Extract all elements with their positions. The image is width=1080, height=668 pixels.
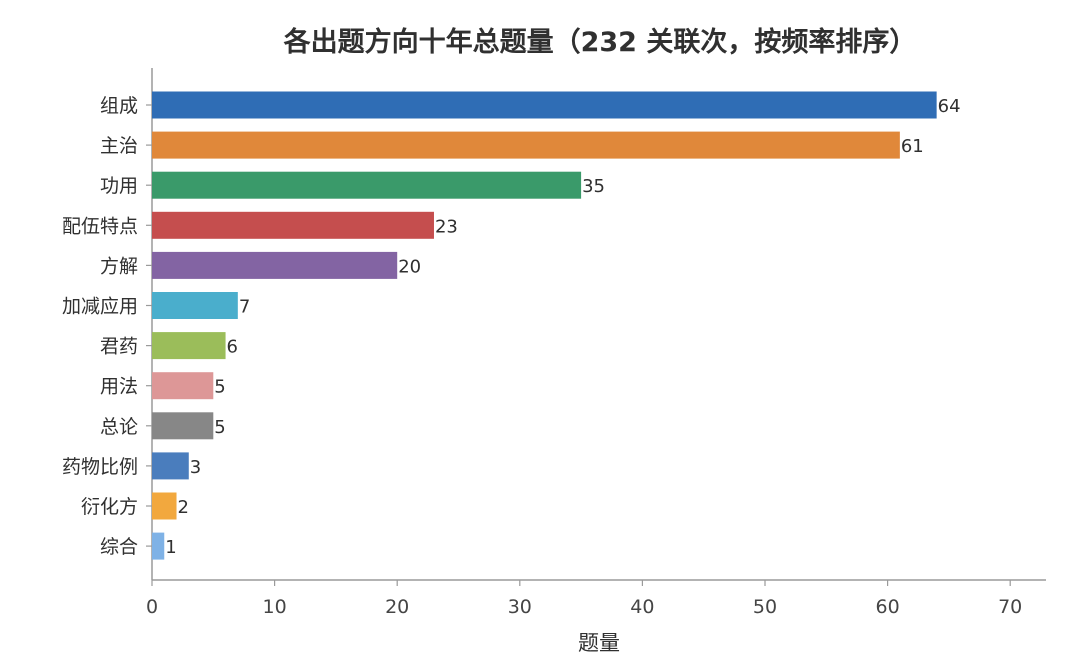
bar-1: [152, 131, 900, 159]
value-label: 35: [582, 176, 605, 197]
x-tick-label: 50: [753, 596, 777, 618]
bar-3: [152, 211, 434, 239]
x-tick-label: 70: [998, 596, 1022, 618]
category-label: 方解: [100, 255, 138, 277]
value-label: 3: [190, 457, 201, 478]
bar-10: [152, 492, 177, 520]
category-label: 主治: [100, 135, 138, 157]
bar-0: [152, 91, 937, 119]
bars-layer: [152, 91, 937, 560]
ticks-layer: 0 10 20 30 40 50 60 70: [146, 104, 1022, 618]
bar-6: [152, 332, 226, 360]
value-label: 20: [398, 256, 421, 277]
category-label: 功用: [100, 175, 138, 197]
value-label: 1: [165, 537, 176, 558]
value-label: 7: [239, 297, 250, 318]
category-label: 药物比例: [62, 456, 138, 478]
x-tick-label: 60: [876, 596, 900, 618]
value-label: 5: [214, 377, 225, 398]
x-tick-label: 30: [508, 596, 532, 618]
x-tick-label: 10: [263, 596, 287, 618]
value-label: 6: [227, 337, 238, 358]
value-label: 5: [214, 417, 225, 438]
category-label: 君药: [100, 336, 138, 358]
bar-4: [152, 251, 398, 279]
bar-5: [152, 292, 238, 319]
bar-9: [152, 452, 189, 480]
category-label: 配伍特点: [62, 215, 138, 237]
bar-7: [152, 372, 214, 400]
bar-8: [152, 412, 214, 440]
x-tick-label: 40: [630, 596, 654, 618]
category-label: 加减应用: [62, 296, 138, 318]
category-label: 总论: [100, 416, 138, 438]
x-tick-label: 20: [385, 596, 409, 618]
value-label: 61: [901, 136, 924, 157]
category-label: 组成: [100, 95, 138, 117]
bar-2: [152, 171, 582, 199]
value-label: 64: [938, 96, 961, 117]
x-tick-label: 0: [146, 596, 158, 618]
category-label: 综合: [100, 536, 138, 558]
labels-layer: 组成 64 主治 61 功用 35 配伍特点 23 方解 20 加减应用 7 君药 6 用法 5 总论 5 药物比例…: [62, 95, 961, 558]
chart-title: 各出题方向十年总题量（232 关联次，按频率排序）: [283, 27, 917, 58]
x-axis-title: 题量: [578, 631, 620, 655]
bar-11: [152, 532, 165, 560]
category-label: 用法: [100, 376, 138, 398]
category-label: 衍化方: [81, 496, 138, 518]
value-label: 23: [435, 216, 458, 237]
value-label: 2: [178, 497, 189, 518]
